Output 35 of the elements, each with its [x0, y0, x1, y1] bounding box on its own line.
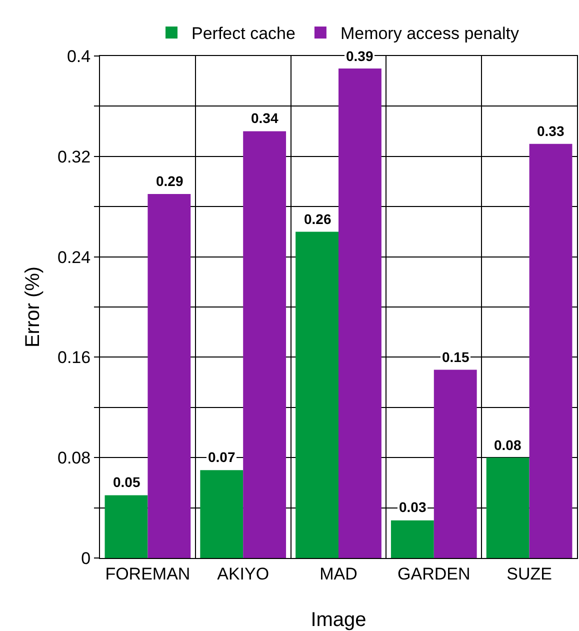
bar: [338, 68, 382, 558]
data-label: 0.07: [208, 449, 236, 465]
y-tick-label: 0.32: [58, 147, 91, 166]
data-label: 0.05: [113, 474, 140, 490]
bar: [104, 495, 148, 558]
x-tick-label: GARDEN: [398, 564, 470, 584]
bar: [200, 470, 244, 558]
y-tick-label: 0.24: [58, 248, 91, 267]
x-tick-label: FOREMAN: [105, 564, 190, 584]
x-axis-title: Image: [310, 609, 366, 631]
y-tick-label: 0.08: [58, 448, 91, 468]
bar: [390, 520, 434, 558]
y-tick-label: 0: [81, 548, 91, 568]
x-tick-label: AKIYO: [217, 564, 270, 584]
data-label: 0.03: [399, 499, 426, 515]
bar: [243, 131, 286, 558]
data-label: 0.33: [537, 123, 564, 139]
data-label: 0.08: [494, 437, 522, 453]
y-tick-label: 0.16: [58, 348, 91, 368]
x-tick-label: SUZE: [506, 564, 552, 584]
y-axis-title: Error (%): [22, 266, 44, 348]
bar: [148, 194, 191, 558]
bar: [529, 144, 572, 558]
data-label: 0.29: [156, 173, 184, 189]
data-label: 0.15: [442, 349, 470, 365]
data-label: 0.39: [346, 48, 374, 64]
bar: [434, 370, 477, 558]
bar: [486, 458, 530, 558]
legend-label: Memory access penalty: [340, 24, 520, 44]
x-tick-label: MAD: [320, 564, 358, 584]
legend-label: Perfect cache: [192, 24, 296, 44]
data-label: 0.34: [251, 110, 278, 126]
y-tick-label: 0.4: [66, 46, 91, 66]
data-label: 0.26: [304, 211, 332, 227]
bar: [296, 232, 338, 558]
